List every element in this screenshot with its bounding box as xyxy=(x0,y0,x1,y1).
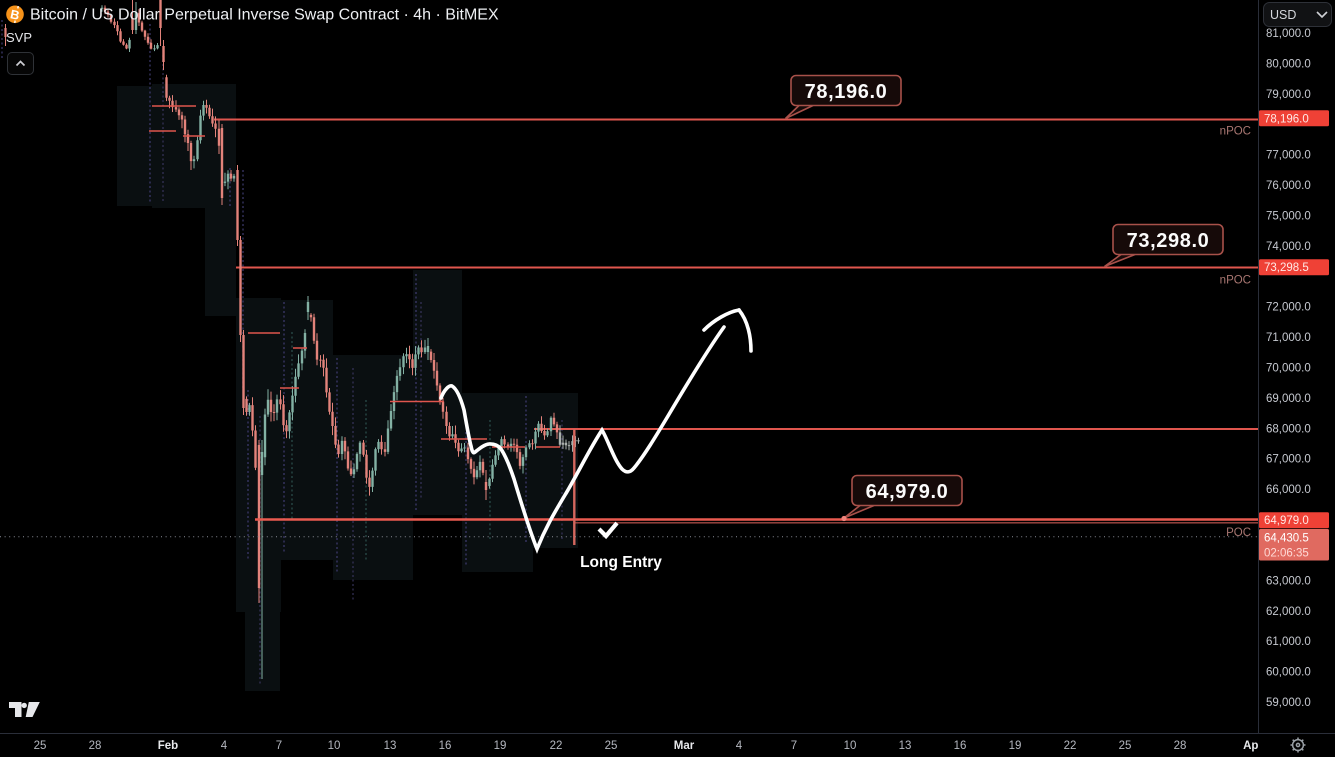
svg-text:67,000.0: 67,000.0 xyxy=(1266,454,1311,466)
svg-text:19: 19 xyxy=(494,740,507,752)
svg-text:64,979.0: 64,979.0 xyxy=(866,481,949,503)
svg-text:Feb: Feb xyxy=(158,740,178,752)
svg-text:61,000.0: 61,000.0 xyxy=(1266,636,1311,648)
svg-text:Bitcoin / US Dollar Perpetual: Bitcoin / US Dollar Perpetual Inverse Sw… xyxy=(30,7,499,24)
svg-text:76,000.0: 76,000.0 xyxy=(1266,180,1311,192)
svg-text:USD: USD xyxy=(1270,8,1296,22)
svg-text:Apr: Apr xyxy=(1243,740,1263,752)
svg-text:Mar: Mar xyxy=(674,740,695,752)
svg-text:60,000.0: 60,000.0 xyxy=(1266,667,1311,679)
svg-text:78,196.0: 78,196.0 xyxy=(805,81,888,103)
svg-text:70,000.0: 70,000.0 xyxy=(1266,363,1311,375)
svg-text:28: 28 xyxy=(89,740,102,752)
svg-text:nPOC: nPOC xyxy=(1220,126,1251,138)
svg-text:78,196.0: 78,196.0 xyxy=(1264,113,1309,125)
svg-text:B: B xyxy=(9,7,21,23)
svg-text:7: 7 xyxy=(276,740,282,752)
svg-text:25: 25 xyxy=(34,740,47,752)
svg-text:64,979.0: 64,979.0 xyxy=(1264,515,1309,527)
svg-text:66,000.0: 66,000.0 xyxy=(1266,484,1311,496)
svg-text:25: 25 xyxy=(605,740,618,752)
svg-text:75,000.0: 75,000.0 xyxy=(1266,211,1311,223)
svg-text:25: 25 xyxy=(1119,740,1132,752)
svg-text:Long Entry: Long Entry xyxy=(580,554,662,571)
svg-text:22: 22 xyxy=(550,740,563,752)
svg-text:POC: POC xyxy=(1226,527,1251,539)
svg-text:13: 13 xyxy=(384,740,397,752)
svg-text:59,000.0: 59,000.0 xyxy=(1266,697,1311,709)
svg-text:79,000.0: 79,000.0 xyxy=(1266,89,1311,101)
svg-text:68,000.0: 68,000.0 xyxy=(1266,423,1311,435)
svg-text:16: 16 xyxy=(439,740,452,752)
svg-text:73,298.0: 73,298.0 xyxy=(1127,230,1210,252)
svg-text:10: 10 xyxy=(328,740,341,752)
svg-text:74,000.0: 74,000.0 xyxy=(1266,241,1311,253)
svg-text:16: 16 xyxy=(954,740,967,752)
svg-text:64,430.5: 64,430.5 xyxy=(1264,533,1309,545)
svg-text:28: 28 xyxy=(1174,740,1187,752)
svg-text:72,000.0: 72,000.0 xyxy=(1266,302,1311,314)
svg-text:7: 7 xyxy=(791,740,797,752)
svg-text:80,000.0: 80,000.0 xyxy=(1266,58,1311,70)
svg-text:73,298.5: 73,298.5 xyxy=(1264,262,1309,274)
svg-text:nPOC: nPOC xyxy=(1220,275,1251,287)
svg-text:22: 22 xyxy=(1064,740,1077,752)
svg-text:02:06:35: 02:06:35 xyxy=(1264,548,1309,560)
svg-text:13: 13 xyxy=(899,740,912,752)
svg-text:77,000.0: 77,000.0 xyxy=(1266,150,1311,162)
svg-text:SVP: SVP xyxy=(6,30,32,45)
svg-text:81,000.0: 81,000.0 xyxy=(1266,28,1311,40)
svg-text:62,000.0: 62,000.0 xyxy=(1266,606,1311,618)
svg-text:10: 10 xyxy=(844,740,857,752)
svg-text:4: 4 xyxy=(736,740,743,752)
svg-text:19: 19 xyxy=(1009,740,1022,752)
svg-text:63,000.0: 63,000.0 xyxy=(1266,575,1311,587)
svg-text:71,000.0: 71,000.0 xyxy=(1266,332,1311,344)
svg-text:69,000.0: 69,000.0 xyxy=(1266,393,1311,405)
svg-text:4: 4 xyxy=(221,740,228,752)
